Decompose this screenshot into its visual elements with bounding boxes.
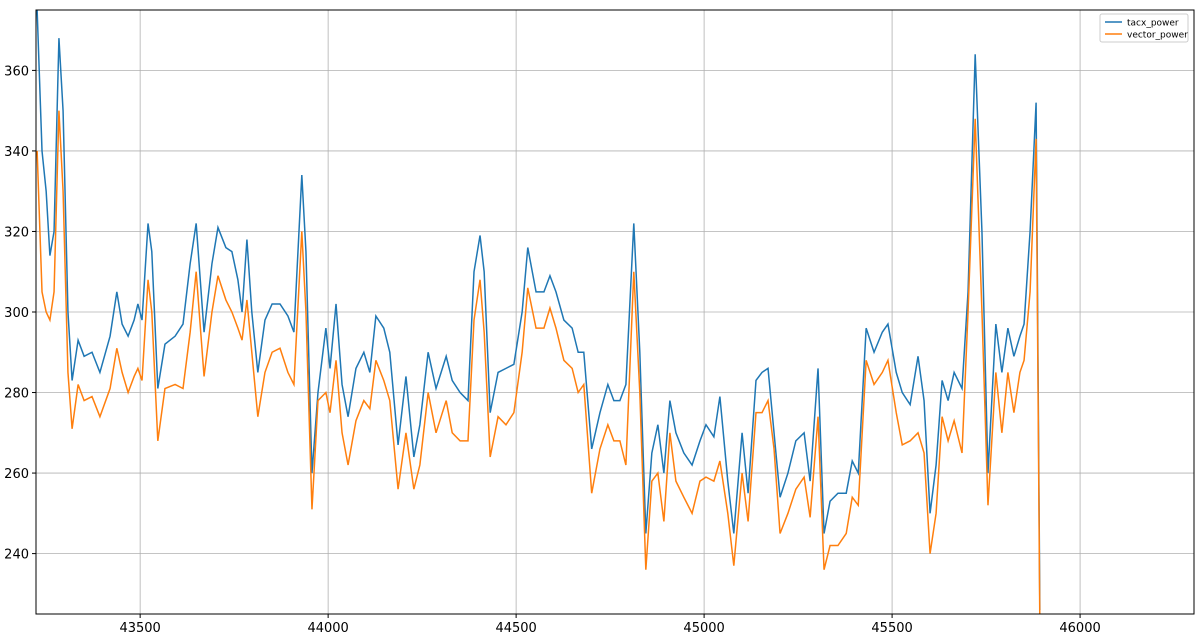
y-tick-label: 360 <box>4 64 29 79</box>
y-tick-label: 320 <box>4 225 29 240</box>
x-tick-label: 45500 <box>871 621 912 633</box>
legend-label: vector_power <box>1127 31 1188 41</box>
data-line <box>36 10 1041 610</box>
y-tick-label: 280 <box>4 387 29 402</box>
x-tick-label: 43500 <box>119 621 160 633</box>
x-tick-label: 44000 <box>307 621 348 633</box>
plot-frame <box>35 9 1195 615</box>
y-tick-label: 340 <box>4 145 29 160</box>
y-tick-label: 260 <box>4 467 29 482</box>
x-tick-label: 45000 <box>683 621 724 633</box>
legend-box <box>1099 13 1189 43</box>
legend-label: tacx_power <box>1127 19 1179 29</box>
data-line <box>36 110 1041 614</box>
y-tick-label: 300 <box>4 306 29 321</box>
plot-area <box>36 10 1041 614</box>
x-tick-label: 44500 <box>495 621 536 633</box>
x-tick-label: 46000 <box>1059 621 1100 633</box>
y-tick-label: 240 <box>4 548 29 563</box>
